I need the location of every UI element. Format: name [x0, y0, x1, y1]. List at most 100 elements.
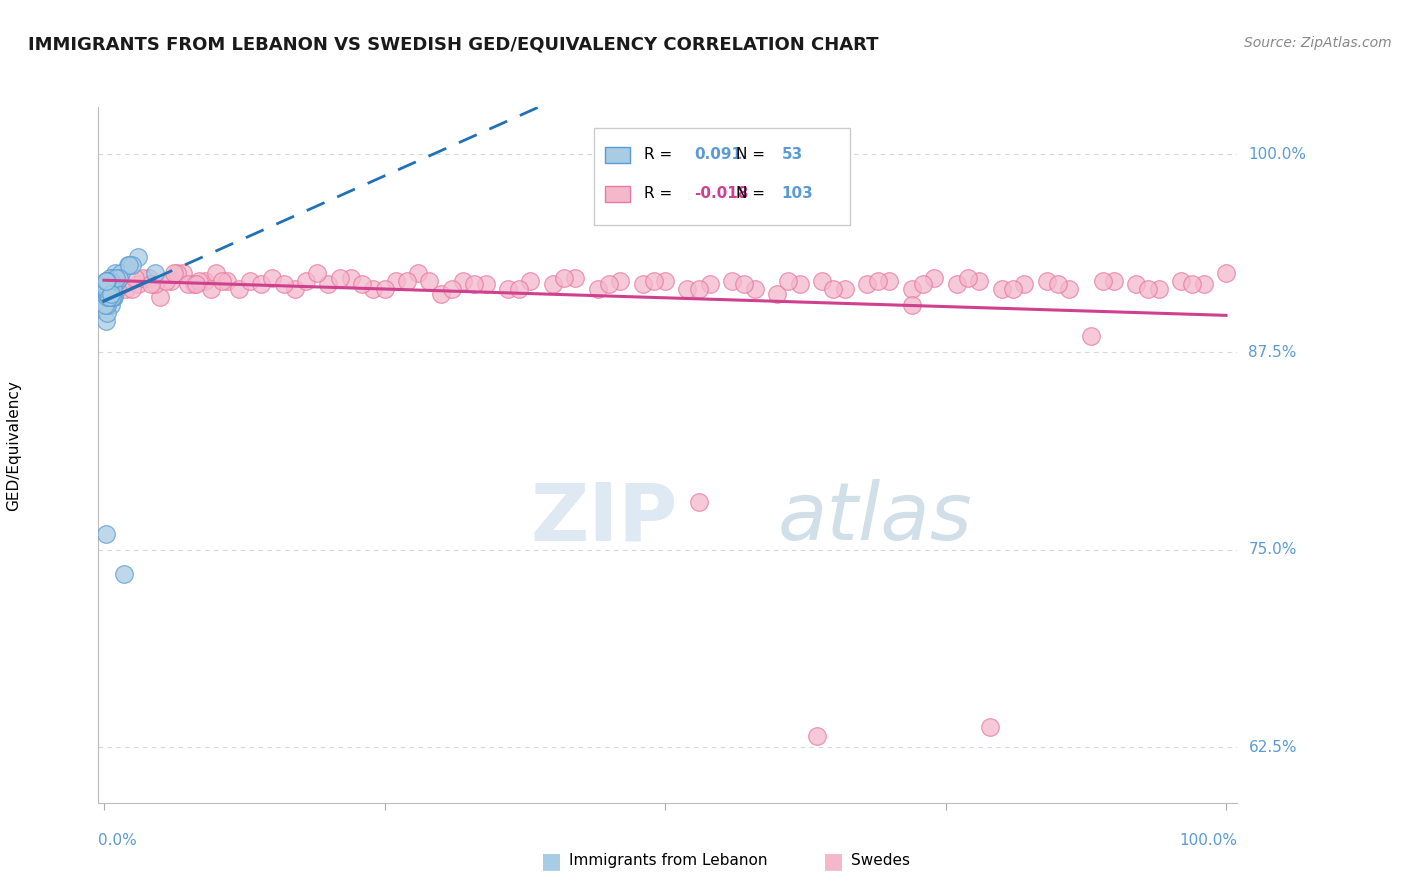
Point: [1035, 274, 1057, 288]
Point: [100, 286, 122, 301]
Point: [823, 282, 845, 296]
Point: [97, 290, 120, 304]
Point: [115, 282, 138, 296]
Bar: [605, 186, 630, 202]
Point: [101, 290, 124, 304]
Point: [1170, 274, 1192, 288]
Point: [1012, 277, 1035, 292]
Point: [96, 274, 118, 288]
Point: [496, 282, 519, 296]
Point: [124, 270, 146, 285]
Point: [194, 274, 217, 288]
Point: [100, 274, 122, 288]
Point: [541, 277, 564, 292]
Point: [967, 274, 990, 288]
Point: [1080, 329, 1102, 343]
Text: 0.0%: 0.0%: [98, 833, 138, 848]
Point: [643, 274, 665, 288]
Point: [183, 277, 205, 292]
Text: ZIP: ZIP: [530, 479, 678, 558]
Text: Swedes: Swedes: [851, 854, 910, 868]
Point: [519, 274, 541, 288]
Point: [97, 274, 120, 288]
Point: [162, 266, 184, 280]
Point: [273, 277, 295, 292]
Point: [149, 290, 172, 304]
Point: [97, 290, 120, 304]
Point: [177, 277, 200, 292]
Text: ■: ■: [541, 851, 562, 871]
Point: [155, 274, 177, 288]
Point: [1125, 277, 1147, 292]
Point: [121, 282, 143, 296]
Text: ■: ■: [823, 851, 844, 871]
Point: [166, 266, 188, 280]
Point: [96, 313, 118, 327]
Point: [211, 274, 233, 288]
Point: [172, 266, 194, 280]
Point: [395, 274, 418, 288]
Point: [96, 274, 118, 288]
Text: N =: N =: [737, 147, 770, 161]
Point: [100, 274, 122, 288]
Point: [956, 270, 979, 285]
Point: [789, 277, 811, 292]
Point: [1057, 282, 1080, 296]
Point: [250, 277, 273, 292]
Point: [112, 566, 135, 581]
Point: [143, 277, 166, 292]
Point: [1091, 274, 1114, 288]
Point: [205, 266, 228, 280]
Point: [429, 286, 451, 301]
Point: [1136, 282, 1159, 296]
Point: [104, 266, 127, 280]
Point: [979, 720, 1001, 734]
Point: [98, 274, 121, 288]
Text: GED/Equivalency: GED/Equivalency: [7, 381, 21, 511]
Point: [508, 282, 530, 296]
Point: [744, 282, 766, 296]
Point: [96, 298, 118, 312]
Point: [990, 282, 1012, 296]
Point: [100, 274, 122, 288]
Point: [228, 282, 250, 296]
Point: [96, 527, 118, 541]
Point: [96, 286, 118, 301]
Text: R =: R =: [644, 147, 678, 161]
Point: [1001, 282, 1024, 296]
Point: [110, 274, 132, 288]
Point: [631, 277, 654, 292]
Point: [418, 274, 440, 288]
Point: [107, 282, 129, 296]
Text: N =: N =: [737, 186, 770, 201]
Point: [699, 277, 721, 292]
Point: [721, 274, 744, 288]
Point: [806, 730, 828, 744]
Point: [1181, 277, 1204, 292]
Point: [160, 274, 183, 288]
Point: [96, 305, 118, 319]
Point: [262, 270, 284, 285]
Point: [98, 274, 121, 288]
Text: -0.018: -0.018: [695, 186, 748, 201]
Point: [98, 270, 121, 285]
Point: [609, 274, 631, 288]
Text: 53: 53: [782, 147, 803, 161]
Point: [295, 274, 318, 288]
Point: [474, 277, 496, 292]
Point: [384, 274, 406, 288]
Point: [586, 282, 609, 296]
Point: [868, 274, 890, 288]
Point: [110, 266, 132, 280]
Point: [879, 274, 901, 288]
Point: [318, 277, 340, 292]
Point: [103, 290, 125, 304]
Point: [553, 270, 575, 285]
Point: [105, 270, 128, 285]
Point: [688, 282, 710, 296]
Point: [363, 282, 385, 296]
Point: [101, 282, 124, 296]
Point: [912, 277, 935, 292]
Point: [1147, 282, 1170, 296]
Bar: [605, 147, 630, 162]
